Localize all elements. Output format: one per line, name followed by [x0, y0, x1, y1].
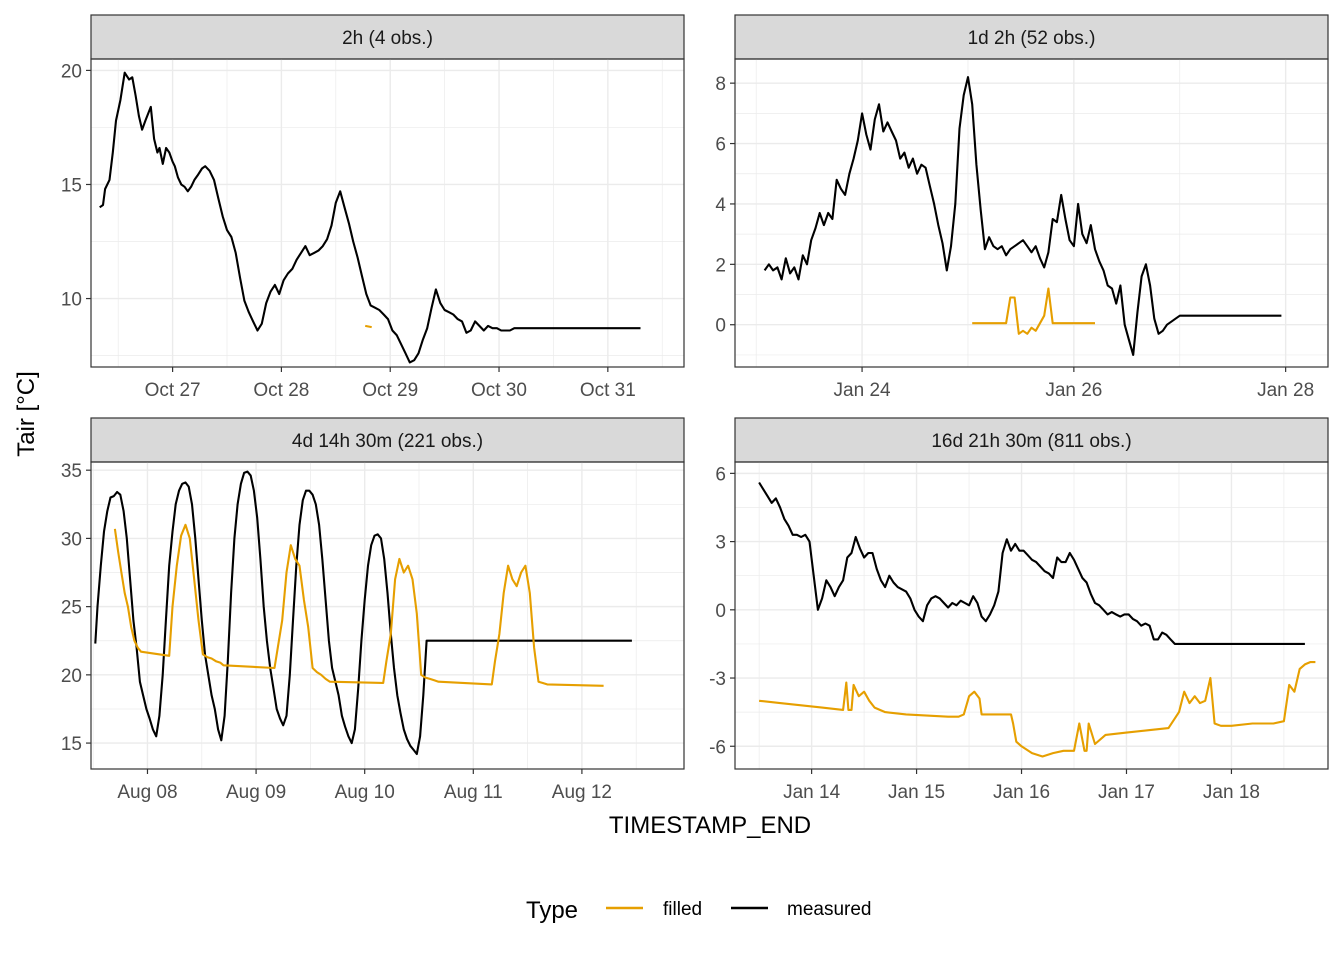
- panel-border: [734, 58, 1329, 368]
- y-tick-label: 3: [715, 533, 726, 554]
- y-tick-label: 15: [61, 175, 82, 196]
- facet-panel-4: 16d 21h 30m (811 obs.) Jan 14 Jan 15 Jan 16…: [709, 417, 1329, 803]
- y-tick-label: 15: [61, 734, 82, 755]
- facet-strip-title: 2h (4 obs.): [342, 28, 433, 49]
- y-tick-label: -3: [709, 669, 726, 690]
- y-tick-label: 8: [715, 74, 726, 95]
- series-line-filled: [113, 523, 604, 687]
- facet-strip-title: 16d 21h 30m (811 obs.): [931, 431, 1131, 452]
- facet-strip: [90, 14, 685, 60]
- facet-panel-1: 2h (4 obs.) Oct 27 Oct 28 Oct 29 Oct 30 Oct 3…: [61, 14, 685, 401]
- facet-strip: [734, 417, 1329, 463]
- x-axis-label: TIMESTAMP_END: [609, 812, 811, 839]
- y-tick-label: -6: [709, 737, 726, 758]
- panel-border: [90, 461, 685, 770]
- y-tick-label: 2: [715, 255, 726, 276]
- x-tick-label: Oct 31: [580, 380, 636, 401]
- x-tick-label: Jan 18: [1203, 782, 1260, 803]
- x-tick-label: Jan 16: [993, 782, 1050, 803]
- x-tick-label: Aug 10: [335, 782, 395, 803]
- facet-panels: 2h (4 obs.) Oct 27 Oct 28 Oct 29 Oct 30 Oct 3…: [61, 14, 1329, 803]
- facet-panel-2: 1d 2h (52 obs.) Jan 24 Jan 26 Jan 28 0 2 4 6 8: [715, 14, 1329, 401]
- facet-strip-title: 4d 14h 30m (221 obs.): [292, 431, 483, 452]
- y-tick-label: 6: [715, 464, 726, 485]
- y-tick-label: 35: [61, 461, 82, 482]
- facet-strip-title: 1d 2h (52 obs.): [968, 28, 1096, 49]
- y-tick-label: 4: [715, 195, 726, 216]
- series-line-measured: [94, 470, 632, 756]
- x-tick-label: Jan 24: [834, 380, 891, 401]
- series-line-measured: [99, 71, 641, 364]
- legend: Type filled measured: [526, 897, 872, 924]
- facet-panel-3: 4d 14h 30m (221 obs.) Aug 08 Aug 09 Aug 10 A…: [61, 417, 685, 803]
- series-line-filled: [365, 324, 372, 329]
- panel-border: [90, 58, 685, 368]
- x-tick-label: Oct 27: [145, 380, 201, 401]
- x-tick-label: Aug 08: [117, 782, 177, 803]
- series-line-measured: [763, 76, 1282, 356]
- x-tick-label: Jan 28: [1257, 380, 1314, 401]
- legend-title: Type: [526, 897, 578, 924]
- x-tick-label: Oct 29: [362, 380, 418, 401]
- series-line-filled: [758, 661, 1316, 758]
- y-axis-label: Tair [°C]: [13, 371, 40, 457]
- panel-border: [734, 461, 1329, 770]
- x-tick-label: Jan 15: [888, 782, 945, 803]
- legend-label-measured: measured: [787, 899, 872, 920]
- x-tick-label: Jan 14: [783, 782, 840, 803]
- y-tick-label: 0: [715, 601, 726, 622]
- series-line-measured: [758, 481, 1305, 645]
- x-tick-label: Aug 11: [444, 782, 503, 803]
- x-tick-label: Oct 30: [471, 380, 527, 401]
- y-tick-label: 6: [715, 135, 726, 156]
- y-tick-label: 20: [61, 61, 82, 82]
- y-tick-label: 30: [61, 529, 82, 550]
- x-tick-label: Jan 26: [1045, 380, 1102, 401]
- y-tick-label: 10: [61, 290, 82, 311]
- y-tick-label: 0: [715, 316, 726, 337]
- x-tick-label: Aug 09: [226, 782, 286, 803]
- y-tick-label: 25: [61, 598, 82, 619]
- facet-strip: [90, 417, 685, 463]
- legend-label-filled: filled: [663, 899, 702, 920]
- x-tick-label: Oct 28: [253, 380, 309, 401]
- y-tick-label: 20: [61, 666, 82, 687]
- x-tick-label: Jan 17: [1098, 782, 1155, 803]
- x-tick-label: Aug 12: [552, 782, 612, 803]
- series-line-filled: [972, 287, 1095, 335]
